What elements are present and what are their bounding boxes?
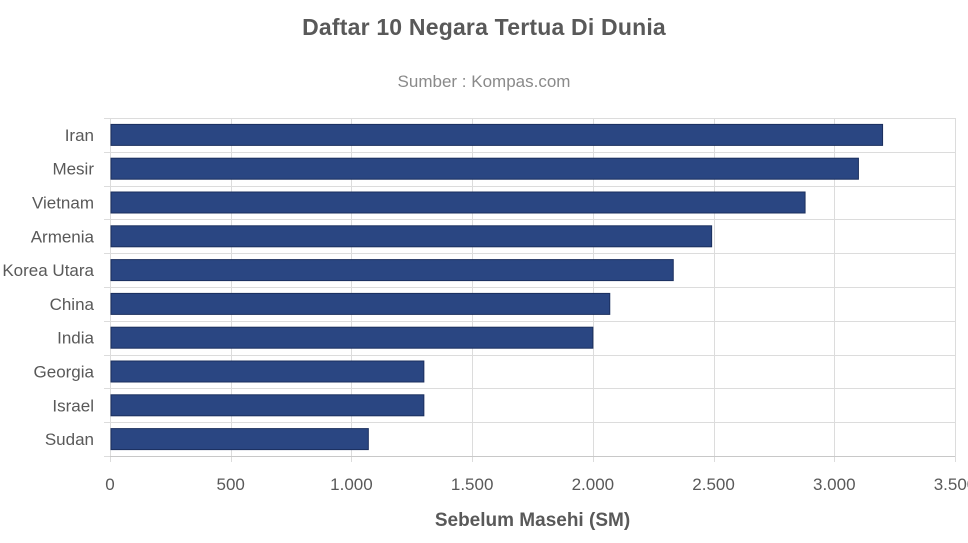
bar	[110, 428, 369, 451]
y-tick-label: Korea Utara	[2, 261, 94, 280]
y-tick-label: Georgia	[34, 363, 95, 382]
bar	[110, 326, 594, 349]
chart-subtitle: Sumber : Kompas.com	[397, 72, 571, 91]
x-tick-label: 0	[105, 475, 114, 494]
bar	[110, 123, 884, 146]
x-tick-label: 1.000	[330, 475, 373, 494]
y-tick-label: Vietnam	[32, 194, 94, 213]
x-tick-label: 2.500	[692, 475, 735, 494]
y-tick-label: Iran	[65, 126, 94, 145]
bar	[110, 259, 674, 282]
bar	[110, 225, 713, 248]
x-axis-title: Sebelum Masehi (SM)	[434, 510, 631, 531]
y-tick-label: Mesir	[52, 160, 94, 179]
y-tick-label: Armenia	[31, 227, 95, 246]
y-tick-label: India	[57, 329, 94, 348]
bar	[110, 292, 611, 315]
bar	[110, 157, 859, 180]
chart-title: Daftar 10 Negara Tertua Di Dunia	[302, 14, 666, 40]
x-tick-label: 1.500	[451, 475, 494, 494]
x-tick-label: 3.000	[813, 475, 856, 494]
bar	[110, 394, 425, 417]
bar	[110, 360, 425, 383]
x-tick-label: 3.500	[934, 475, 968, 494]
x-tick-label: 2.000	[572, 475, 615, 494]
y-tick-label: Sudan	[45, 430, 94, 449]
y-tick-label: Israel	[52, 396, 94, 415]
x-tick-label: 500	[217, 475, 245, 494]
bar	[110, 191, 806, 214]
y-tick-label: China	[50, 295, 95, 314]
